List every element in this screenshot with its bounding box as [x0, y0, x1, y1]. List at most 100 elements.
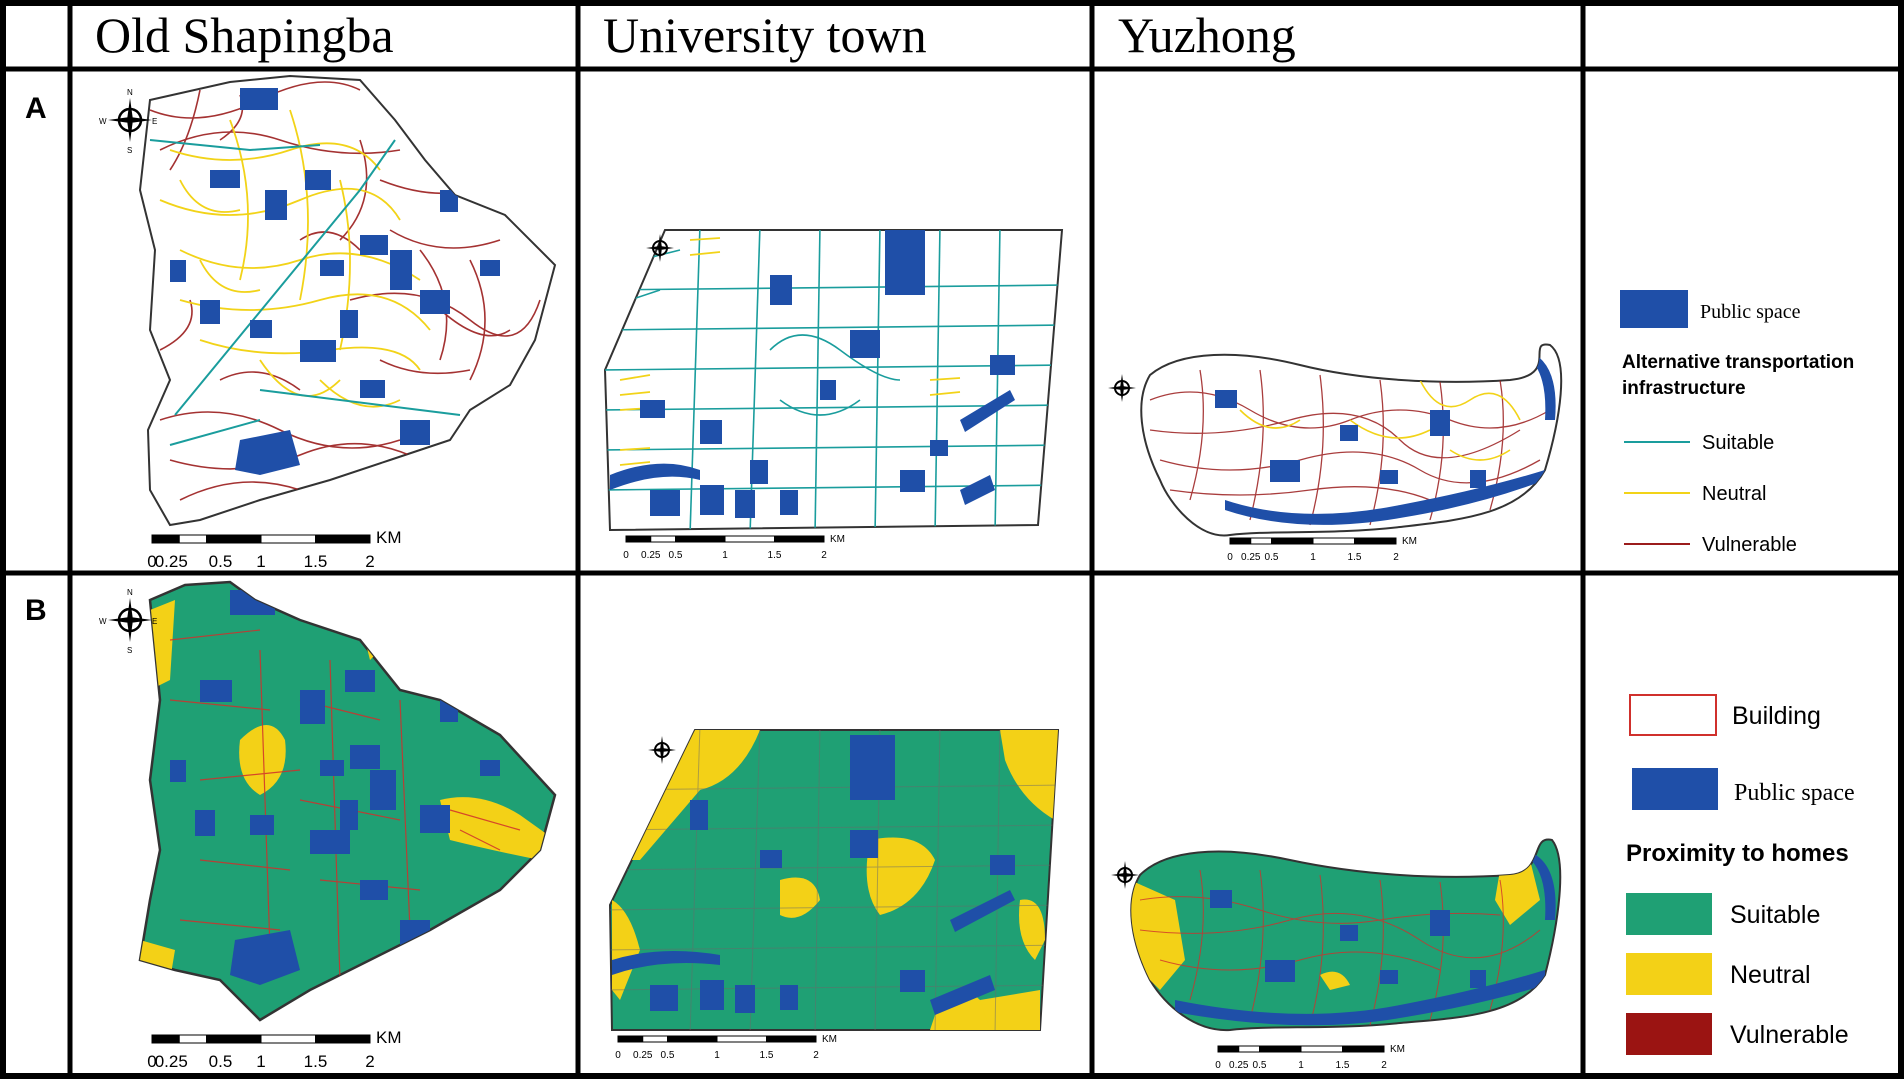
scalebar-tick-label: 1 — [256, 552, 265, 571]
scalebar-tick-label: 2 — [813, 1050, 819, 1061]
svg-text:W: W — [99, 617, 107, 626]
column-title-yuzhong: Yuzhong — [1118, 7, 1296, 63]
legend-proximity-neutral-label: Neutral — [1730, 961, 1811, 989]
scalebar-old-shapingba-b: 00.25 0.5 1 1.5 2KM — [147, 1028, 401, 1071]
scalebar-tick-label: 0 — [1215, 1060, 1221, 1071]
map-university-town-proximity — [608, 729, 1060, 1031]
compass-rose-icon: N S E W — [99, 588, 157, 655]
scalebar-tick-label: 1.5 — [304, 552, 328, 571]
scalebar-tick-label: 2 — [1381, 1060, 1387, 1071]
column-title-university-town: University town — [603, 7, 927, 63]
compass-rose-icon — [648, 736, 676, 764]
scalebar-tick-label: 0 — [147, 1052, 156, 1071]
scalebar-segment — [151, 534, 180, 544]
legend-transport-suitable-label: Suitable — [1702, 432, 1774, 454]
legend-transport-heading: Alternative transportation — [1622, 352, 1854, 373]
svg-text:S: S — [127, 646, 132, 655]
compass-rose-icon — [1108, 374, 1136, 402]
scalebar-segment — [667, 1035, 718, 1043]
row-label-a: A — [25, 92, 47, 125]
scalebar-tick-label: 0.25 — [1229, 1060, 1249, 1071]
svg-text:E: E — [152, 117, 157, 126]
compass-rose-icon: N S E W — [99, 88, 157, 155]
scalebar-yuzhong-b: 0 0.25 0.5 1 1.5 2KM — [1215, 1044, 1405, 1071]
map-yuzhong-transport — [1140, 343, 1563, 537]
scalebar-tick-label: 2 — [1393, 552, 1399, 563]
scalebar-segment — [1342, 1045, 1385, 1053]
scalebar-tick-label: 0.5 — [209, 552, 233, 571]
legend-proximity-heading: Proximity to homes — [1626, 840, 1849, 867]
scalebar-segment — [625, 535, 652, 543]
scalebar-unit-label: KM — [1402, 536, 1417, 547]
scalebar-tick-label: 1.5 — [760, 1050, 774, 1061]
scalebar-segment — [1229, 537, 1252, 545]
compass-rose-icon — [646, 234, 674, 262]
scalebar-tick-label: 0 — [615, 1050, 621, 1061]
scalebar-segment — [724, 535, 775, 543]
scalebar-tick-label: 1 — [722, 550, 728, 561]
legend-proximity-suitable-swatch — [1626, 893, 1712, 935]
scalebar-tick-label: 1 — [1298, 1060, 1304, 1071]
compass-rose-icon — [1111, 861, 1139, 889]
legend-proximity-suitable-label: Suitable — [1730, 901, 1820, 929]
svg-text:E: E — [152, 617, 157, 626]
scalebar-segment — [642, 1035, 668, 1043]
scalebar-segment — [1312, 537, 1355, 545]
scalebar-unit-label: KM — [376, 528, 402, 547]
scalebar-segment — [178, 1034, 207, 1044]
scalebar-tick-label: 0 — [1227, 552, 1233, 563]
legend-public-space-label: Public space — [1700, 301, 1801, 323]
map-yuzhong-proximity — [1130, 838, 1562, 1032]
svg-text:N: N — [127, 588, 133, 597]
scalebar-tick-label: 0.25 — [1241, 552, 1261, 563]
scalebar-tick-label: 0.25 — [155, 552, 188, 571]
svg-text:S: S — [127, 146, 132, 155]
scalebar-yuzhong-a: 0 0.25 0.5 1 1.5 2KM — [1227, 536, 1417, 563]
scalebar-university-town-a: 0 0.25 0.5 1 1.5 2KM — [623, 534, 845, 561]
scalebar-tick-label: 1.5 — [304, 1052, 328, 1071]
scalebar-tick-label: 0.5 — [1253, 1060, 1267, 1071]
scalebar-segment — [766, 1035, 817, 1043]
legend-proximity-neutral-swatch — [1626, 953, 1712, 995]
scalebar-segment — [1217, 1045, 1240, 1053]
scalebar-segment — [260, 534, 316, 544]
scalebar-tick-label: 0.25 — [633, 1050, 653, 1061]
legend-public-space-swatch — [1620, 290, 1688, 328]
legend-proximity-vulnerable-label: Vulnerable — [1730, 1021, 1849, 1049]
scalebar-tick-label: 0.5 — [209, 1052, 233, 1071]
scalebar-segment — [1354, 537, 1397, 545]
legend-public-space-label-b: Public space — [1734, 780, 1855, 806]
legend-building-label: Building — [1732, 702, 1821, 730]
scalebar-segment — [178, 534, 207, 544]
scalebar-old-shapingba-a: 00.25 0.5 1 1.5 2KM — [147, 528, 401, 571]
map-university-town-transport — [603, 229, 1064, 532]
scalebar-segment — [675, 535, 726, 543]
scalebar-university-town-b: 0 0.25 0.5 1 1.5 2KM — [615, 1034, 837, 1061]
scalebar-tick-label: 0.25 — [641, 550, 661, 561]
scalebar-segment — [1271, 537, 1314, 545]
scalebar-segment — [151, 1034, 180, 1044]
scalebar-tick-label: 2 — [365, 552, 374, 571]
scalebar-unit-label: KM — [1390, 1044, 1405, 1055]
scalebar-tick-label: 1.5 — [768, 550, 782, 561]
scalebar-segment — [206, 534, 262, 544]
scalebar-unit-label: KM — [830, 534, 845, 545]
scalebar-unit-label: KM — [822, 1034, 837, 1045]
svg-text:N: N — [127, 88, 133, 97]
scalebar-tick-label: 1 — [714, 1050, 720, 1061]
legend-transport-vulnerable-label: Vulnerable — [1702, 534, 1797, 556]
scalebar-segment — [1238, 1045, 1260, 1053]
scalebar-tick-label: 0.5 — [669, 550, 683, 561]
scalebar-segment — [315, 534, 371, 544]
scalebar-segment — [650, 535, 676, 543]
scalebar-segment — [315, 1034, 371, 1044]
svg-text:W: W — [99, 117, 107, 126]
scalebar-tick-label: 0 — [623, 550, 629, 561]
legend-transport: Public space Alternative transportation … — [1620, 290, 1854, 556]
scalebar-unit-label: KM — [376, 1028, 402, 1047]
scalebar-segment — [774, 535, 825, 543]
scalebar-segment — [1300, 1045, 1343, 1053]
scalebar-tick-label: 1 — [256, 1052, 265, 1071]
